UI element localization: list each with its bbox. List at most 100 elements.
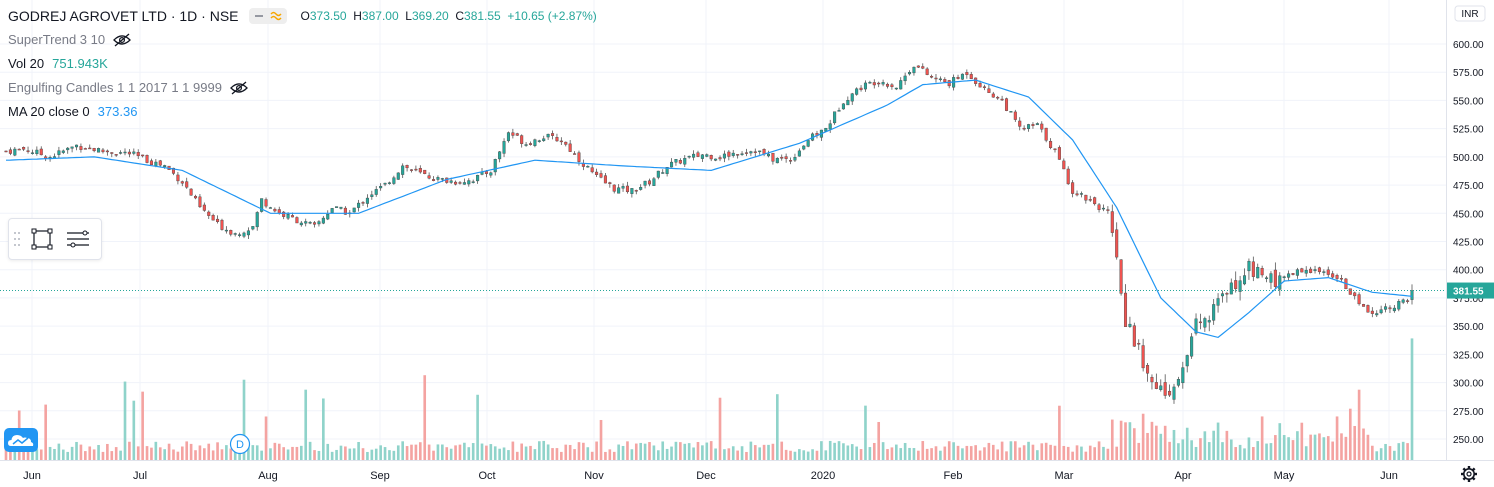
candle-body — [696, 152, 700, 157]
candle-body — [97, 148, 101, 153]
volume-bar — [1124, 422, 1127, 460]
candle-body — [299, 222, 303, 226]
volume-bar — [260, 450, 263, 460]
volume-bar — [1362, 428, 1365, 460]
candle-body — [1159, 385, 1163, 390]
volume-bar — [1207, 442, 1211, 460]
volume-bar — [379, 445, 382, 460]
indicator-engulfing[interactable]: Engulfing Candles 1 1 2017 1 1 9999 — [8, 76, 597, 100]
low-label: L — [405, 9, 412, 23]
volume-bar — [1000, 441, 1004, 460]
price-tick-label: 600.00 — [1453, 40, 1484, 51]
candle-body — [555, 137, 559, 142]
candle-body — [683, 158, 687, 165]
volume-bar — [793, 451, 797, 460]
currency-button[interactable] — [1454, 5, 1486, 22]
candle-body — [1110, 211, 1114, 233]
candle-body — [282, 211, 286, 217]
chart-type-toggle[interactable] — [248, 8, 287, 24]
price-axis[interactable]: INR 600.00 575.00 550.00 525.00 500.00 475.00 4… — [1446, 0, 1494, 460]
volume-bar — [612, 451, 616, 460]
currency-label[interactable]: INR — [1461, 9, 1478, 20]
rectangle-tool-button[interactable] — [26, 223, 58, 255]
candle-body — [35, 149, 39, 155]
candle-body — [1168, 390, 1172, 396]
candle-body — [1326, 269, 1330, 275]
candle-body — [1238, 280, 1242, 292]
volume-bar — [1014, 441, 1017, 460]
volume-bar — [322, 398, 325, 460]
candle-body — [286, 213, 290, 219]
volume-bar — [511, 441, 515, 460]
candle-body — [1269, 273, 1273, 283]
candle-body — [1300, 268, 1304, 273]
candle-body — [568, 143, 572, 152]
candle-body — [392, 177, 396, 184]
volume-bar — [383, 447, 387, 460]
indicator-ma[interactable]: MA 20 close 0 373.36 — [8, 100, 597, 124]
volume-bar — [502, 447, 506, 460]
settings-gear-icon[interactable] — [1461, 466, 1477, 482]
volume-bar — [1256, 441, 1260, 460]
candle-body — [1150, 376, 1154, 383]
volume-bar — [1340, 433, 1343, 460]
volume-bars — [4, 338, 1414, 460]
wave-icon[interactable] — [269, 11, 282, 21]
candle-body — [255, 212, 259, 228]
candle-body — [965, 72, 969, 75]
minus-icon[interactable] — [254, 11, 264, 21]
candle-body — [846, 100, 850, 106]
candle-body — [978, 83, 982, 88]
candle-body — [220, 219, 224, 230]
candle-body — [916, 65, 920, 68]
volume-bar — [683, 443, 687, 460]
hidden-eye-icon[interactable] — [230, 81, 248, 95]
candle-body — [423, 169, 427, 175]
candle-body — [1331, 273, 1335, 278]
candle-body — [1123, 292, 1128, 327]
volume-bar — [507, 450, 510, 460]
volume-bar — [656, 450, 660, 460]
candle-body — [877, 82, 881, 85]
candle-body — [1397, 301, 1401, 310]
last-price-label: 381.55 — [1453, 287, 1484, 298]
volume-bar — [26, 449, 30, 460]
candle-body — [1172, 386, 1176, 400]
line-settings-button[interactable] — [62, 223, 94, 255]
volume-bar — [912, 448, 916, 460]
volume-bar — [330, 451, 334, 460]
candle-body — [66, 147, 70, 151]
candle-body — [1406, 300, 1410, 302]
indicator-volume[interactable]: Vol 20 751.943K — [8, 52, 597, 76]
volume-bar — [216, 442, 219, 460]
candle-body — [1366, 305, 1370, 313]
candle-body — [1013, 111, 1017, 120]
candle-body — [198, 196, 202, 208]
volume-bar — [295, 446, 299, 460]
volume-bar — [934, 446, 938, 460]
volume-bar — [1141, 413, 1145, 460]
volume-bar — [917, 450, 920, 460]
volume-bar — [493, 446, 497, 460]
volume-bar — [899, 448, 903, 460]
volume-bar — [1291, 440, 1295, 460]
candle-body — [987, 88, 991, 93]
candle-body — [1022, 127, 1026, 130]
volume-bar — [1322, 437, 1326, 460]
candle-body — [462, 182, 466, 185]
dividend-event-marker[interactable]: D — [229, 433, 251, 455]
drag-handle-icon[interactable] — [12, 224, 22, 254]
hidden-eye-icon[interactable] — [113, 33, 132, 47]
volume-bar — [1309, 434, 1312, 460]
time-axis[interactable]: Jun Jul Aug Sep Oct Nov Dec 2020 Feb Mar Apr May Jun… — [0, 428, 1494, 487]
indicator-supertrend[interactable]: SuperTrend 3 10 — [8, 28, 597, 52]
candle-body — [176, 174, 180, 182]
tradingview-logo-icon[interactable] — [4, 428, 38, 452]
volume-bar — [1058, 405, 1061, 460]
candle-body — [454, 181, 458, 185]
volume-bar — [1247, 437, 1251, 460]
candle-body — [216, 218, 220, 222]
candle-body — [436, 177, 440, 180]
supertrend-label: SuperTrend 3 10 — [8, 32, 106, 47]
